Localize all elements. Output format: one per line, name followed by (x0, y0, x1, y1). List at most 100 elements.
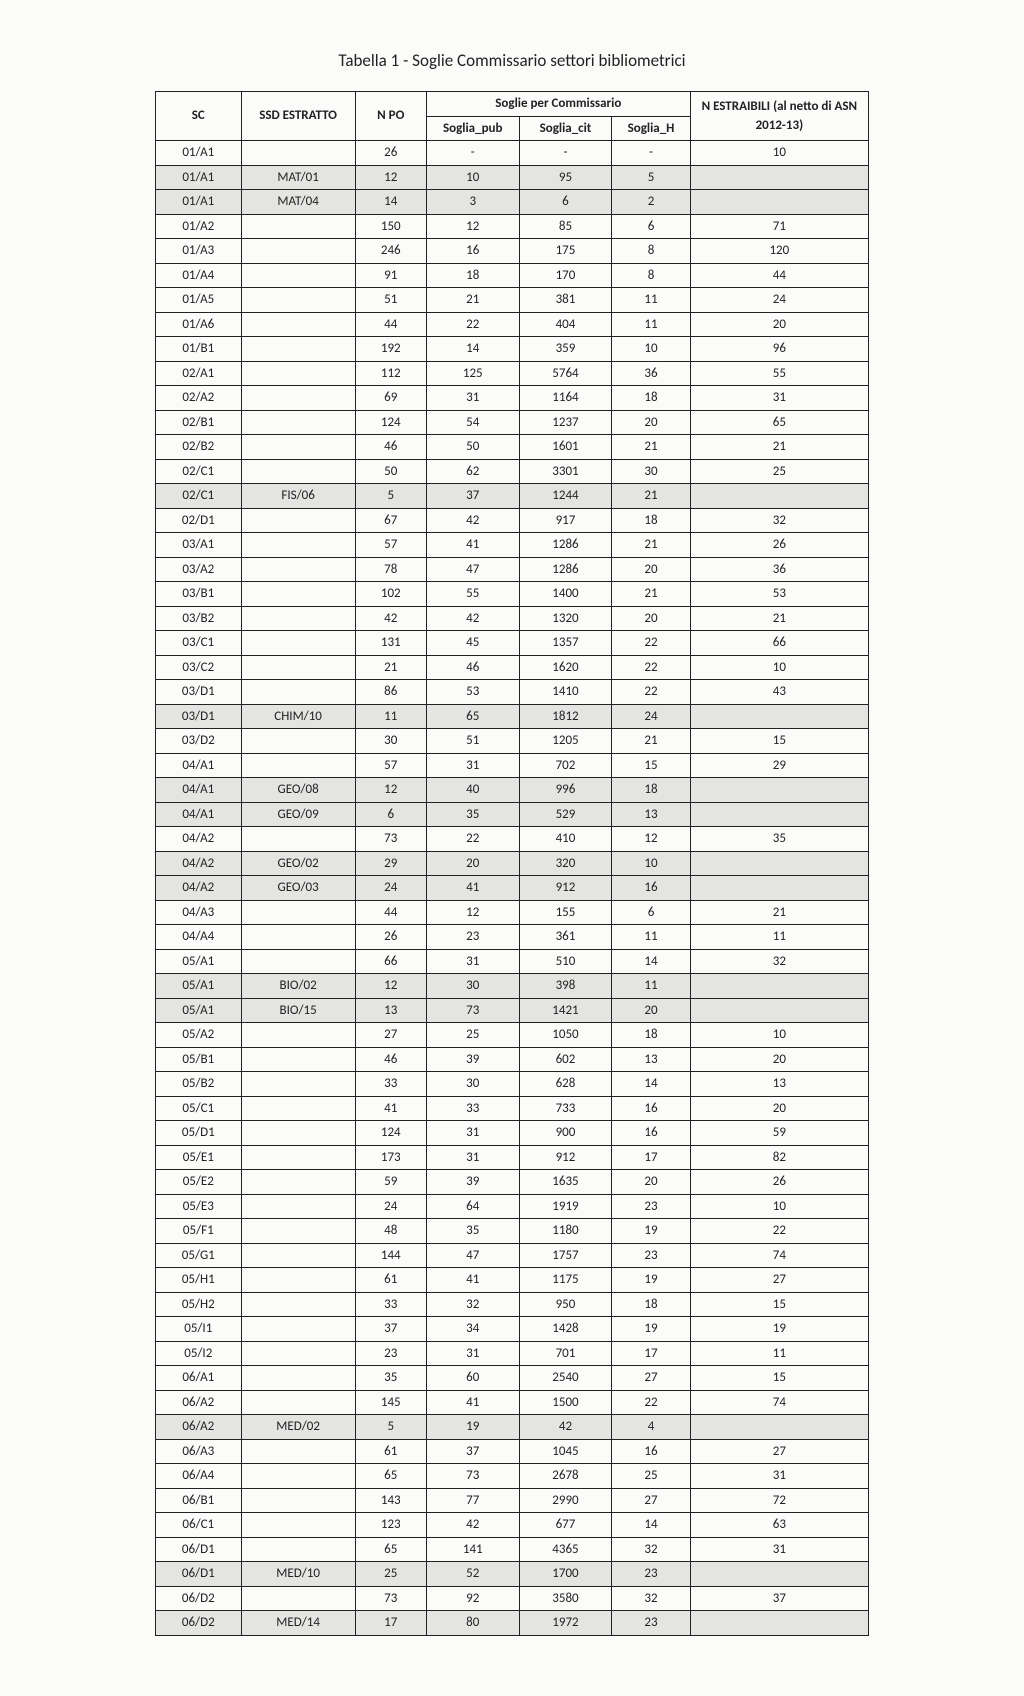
cell-sc: 02/B1 (156, 410, 242, 435)
table-row: 02/A111212557643655 (156, 361, 869, 386)
cell-soglia-cit: 398 (519, 974, 612, 999)
table-row: 06/A3613710451627 (156, 1439, 869, 1464)
cell-nestraibili: 26 (690, 1170, 868, 1195)
cell-soglia-cit: 95 (519, 165, 612, 190)
cell-soglia-cit: 628 (519, 1072, 612, 1097)
cell-sc: 02/D1 (156, 508, 242, 533)
cell-soglia-cit: 1180 (519, 1219, 612, 1244)
cell-sc: 06/A2 (156, 1415, 242, 1440)
cell-ssd: GEO/09 (241, 802, 355, 827)
cell-npo: 5 (355, 1415, 426, 1440)
cell-nestraibili: 19 (690, 1317, 868, 1342)
page-title: Tabella 1 - Soglie Commissario settori b… (155, 50, 869, 71)
cell-soglia-cit: 1045 (519, 1439, 612, 1464)
cell-soglia-pub: 47 (426, 1243, 519, 1268)
cell-soglia-cit: 1757 (519, 1243, 612, 1268)
cell-soglia-h: 18 (612, 386, 690, 411)
cell-soglia-h: 18 (612, 1292, 690, 1317)
cell-nestraibili: 11 (690, 925, 868, 950)
cell-sc: 04/A1 (156, 778, 242, 803)
cell-npo: 12 (355, 165, 426, 190)
cell-soglia-cit: 1357 (519, 631, 612, 656)
cell-soglia-pub: 65 (426, 704, 519, 729)
cell-sc: 06/C1 (156, 1513, 242, 1538)
cell-npo: 102 (355, 582, 426, 607)
cell-ssd (241, 141, 355, 166)
cell-soglia-cit: 1500 (519, 1390, 612, 1415)
table-row: 06/D16514143653231 (156, 1537, 869, 1562)
cell-soglia-h: 17 (612, 1145, 690, 1170)
cell-soglia-pub: 12 (426, 900, 519, 925)
cell-nestraibili: 53 (690, 582, 868, 607)
cell-ssd (241, 239, 355, 264)
cell-sc: 04/A4 (156, 925, 242, 950)
cell-soglia-h: 18 (612, 1023, 690, 1048)
cell-ssd (241, 1586, 355, 1611)
cell-sc: 03/D1 (156, 704, 242, 729)
cell-ssd (241, 1488, 355, 1513)
table-row: 04/A157317021529 (156, 753, 869, 778)
cell-npo: 69 (355, 386, 426, 411)
cell-nestraibili: 26 (690, 533, 868, 558)
table-row: 04/A1GEO/08124099618 (156, 778, 869, 803)
cell-ssd (241, 1268, 355, 1293)
cell-nestraibili: 55 (690, 361, 868, 386)
cell-npo: 42 (355, 606, 426, 631)
cell-npo: 26 (355, 141, 426, 166)
cell-soglia-cit: 1237 (519, 410, 612, 435)
cell-sc: 04/A1 (156, 802, 242, 827)
cell-npo: 65 (355, 1537, 426, 1562)
cell-soglia-h: 27 (612, 1488, 690, 1513)
cell-sc: 05/B2 (156, 1072, 242, 1097)
cell-soglia-pub: 22 (426, 827, 519, 852)
cell-sc: 01/A3 (156, 239, 242, 264)
cell-soglia-cit: 529 (519, 802, 612, 827)
cell-soglia-pub: 3 (426, 190, 519, 215)
cell-ssd (241, 1464, 355, 1489)
cell-soglia-pub: 53 (426, 680, 519, 705)
cell-npo: 65 (355, 1464, 426, 1489)
cell-sc: 06/D2 (156, 1611, 242, 1636)
cell-ssd: MAT/01 (241, 165, 355, 190)
table-row: 05/A166315101432 (156, 949, 869, 974)
table-row: 05/I223317011711 (156, 1341, 869, 1366)
cell-npo: 51 (355, 288, 426, 313)
cell-npo: 124 (355, 410, 426, 435)
cell-npo: 37 (355, 1317, 426, 1342)
cell-soglia-pub: 16 (426, 239, 519, 264)
cell-soglia-cit: 4365 (519, 1537, 612, 1562)
cell-nestraibili (690, 1562, 868, 1587)
cell-nestraibili: 11 (690, 1341, 868, 1366)
cell-npo: 44 (355, 312, 426, 337)
cell-ssd (241, 1390, 355, 1415)
cell-ssd: GEO/08 (241, 778, 355, 803)
cell-sc: 05/A2 (156, 1023, 242, 1048)
cell-soglia-h: 5 (612, 165, 690, 190)
table-row: 04/A1GEO/0963552913 (156, 802, 869, 827)
cell-soglia-h: 23 (612, 1562, 690, 1587)
cell-soglia-h: 27 (612, 1366, 690, 1391)
cell-soglia-h: 20 (612, 998, 690, 1023)
cell-nestraibili (690, 778, 868, 803)
cell-ssd: CHIM/10 (241, 704, 355, 729)
cell-ssd (241, 508, 355, 533)
cell-sc: 05/A1 (156, 974, 242, 999)
cell-soglia-pub: 19 (426, 1415, 519, 1440)
cell-ssd (241, 1537, 355, 1562)
cell-npo: 61 (355, 1268, 426, 1293)
cell-soglia-pub: - (426, 141, 519, 166)
cell-soglia-h: 23 (612, 1243, 690, 1268)
cell-soglia-h: 16 (612, 876, 690, 901)
cell-soglia-cit: 170 (519, 263, 612, 288)
cell-soglia-cit: 677 (519, 1513, 612, 1538)
table-row: 05/C141337331620 (156, 1096, 869, 1121)
cell-sc: 03/D1 (156, 680, 242, 705)
cell-soglia-cit: 2540 (519, 1366, 612, 1391)
cell-soglia-h: 22 (612, 631, 690, 656)
cell-npo: 27 (355, 1023, 426, 1048)
cell-npo: 66 (355, 949, 426, 974)
cell-soglia-cit: 381 (519, 288, 612, 313)
cell-soglia-pub: 31 (426, 1121, 519, 1146)
cell-sc: 02/B2 (156, 435, 242, 460)
cell-soglia-pub: 23 (426, 925, 519, 950)
